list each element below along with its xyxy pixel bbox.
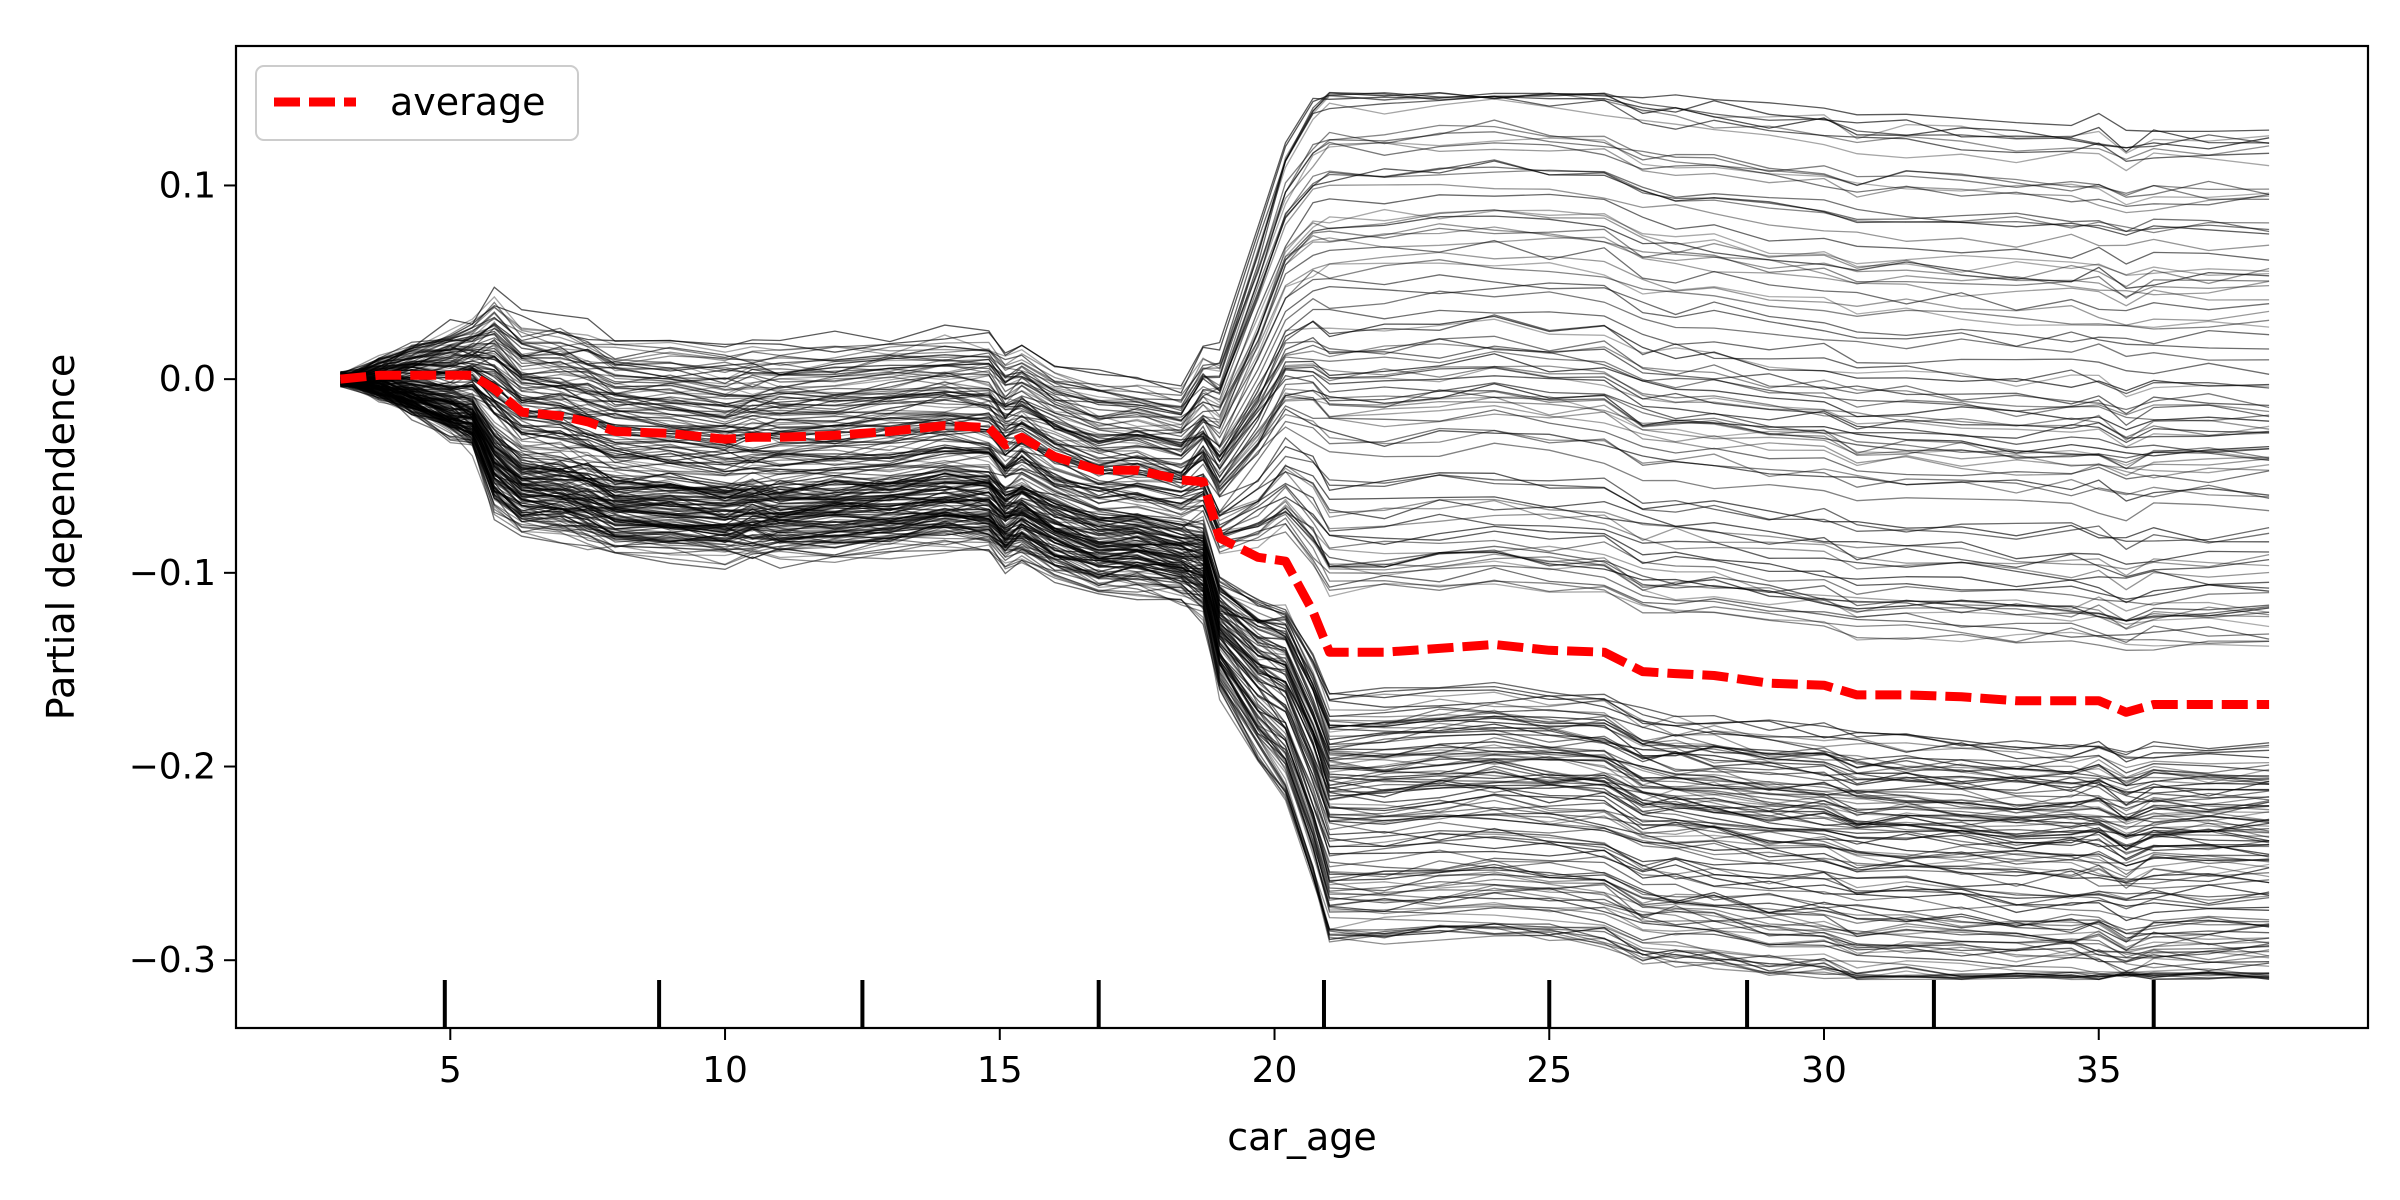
ice-line	[340, 239, 2270, 420]
ice-line	[340, 373, 2270, 979]
plot-frame	[234, 44, 2370, 1030]
ice-line	[340, 262, 2270, 433]
ice-line	[340, 381, 2270, 862]
ice-line	[340, 142, 2270, 404]
average-line-layer	[339, 370, 2270, 717]
x-tick-label: 5	[439, 1050, 462, 1091]
ice-line	[340, 353, 2270, 480]
ice-line	[340, 354, 2270, 463]
ice-line	[340, 315, 2270, 460]
y-tick-label: 0.0	[159, 359, 216, 400]
rug-marks-layer	[442, 980, 2156, 1028]
ice-line	[340, 350, 2270, 467]
legend: average	[255, 65, 579, 141]
ice-line	[340, 314, 2270, 457]
ice-line	[340, 92, 2270, 394]
ice-line	[340, 166, 2270, 422]
ice-line	[340, 373, 2270, 963]
x-tick-label: 20	[1252, 1050, 1298, 1091]
x-tick-label: 15	[977, 1050, 1023, 1091]
x-ticks-layer: 5 10 15 20 25 30 35	[439, 1028, 2122, 1091]
ice-line	[340, 376, 2270, 622]
ice-line	[340, 92, 2270, 387]
legend-average-label: average	[390, 80, 546, 124]
ice-line	[340, 378, 2270, 879]
ice-line	[340, 383, 2270, 753]
ice-line	[340, 350, 2270, 470]
ice-line	[340, 374, 2270, 939]
x-axis-title: car_age	[1227, 1115, 1377, 1159]
y-tick-label: 0.1	[159, 165, 216, 206]
ice-line	[340, 336, 2270, 474]
ice-line	[340, 236, 2270, 422]
ice-line	[340, 259, 2270, 452]
y-ticks-layer: 0.1 0.0 −0.1 −0.2 −0.3	[129, 165, 236, 981]
ice-line	[340, 344, 2270, 449]
ice-line	[340, 209, 2270, 434]
ice-line	[340, 384, 2270, 955]
ice-line	[340, 354, 2270, 458]
ice-line	[340, 376, 2270, 644]
ice-line	[340, 377, 2270, 811]
y-axis-title: Partial dependence	[39, 354, 83, 720]
y-tick-label: −0.3	[129, 940, 216, 981]
ice-line	[340, 91, 2270, 401]
legend-box	[255, 65, 579, 141]
ice-line	[340, 290, 2270, 448]
x-tick-label: 35	[2076, 1050, 2122, 1091]
ice-line	[340, 377, 2270, 980]
ice-line	[340, 367, 2270, 493]
y-tick-label: −0.1	[129, 553, 216, 594]
ice-line	[340, 98, 2270, 393]
ice-line	[340, 376, 2270, 981]
ice-line	[340, 92, 2270, 416]
ice-line	[340, 193, 2270, 432]
ice-line	[340, 141, 2270, 429]
ice-line	[340, 377, 2270, 898]
ice-line	[340, 378, 2270, 821]
x-tick-label: 30	[1801, 1050, 1847, 1091]
ice-line	[340, 379, 2270, 949]
ice-line	[340, 384, 2270, 969]
ice-line	[340, 159, 2270, 412]
average-line	[339, 370, 2270, 717]
ice-line	[340, 381, 2270, 803]
ice-line	[340, 375, 2270, 794]
ice-line	[340, 94, 2270, 408]
ice-line	[340, 375, 2270, 979]
ice-line	[340, 371, 2270, 822]
ice-line	[340, 274, 2270, 438]
ice-line	[340, 375, 2270, 981]
ice-line	[340, 223, 2270, 446]
ice-line	[340, 124, 2270, 410]
ice-line	[340, 160, 2270, 414]
ice-lines-layer	[340, 91, 2270, 981]
x-tick-label: 10	[702, 1050, 748, 1091]
ice-line	[340, 372, 2270, 962]
ice-line	[340, 95, 2270, 416]
x-tick-label: 25	[1526, 1050, 1572, 1091]
ice-line	[340, 368, 2270, 498]
ice-line	[340, 367, 2270, 477]
ice-line	[340, 373, 2270, 958]
y-tick-label: −0.2	[129, 747, 216, 788]
ice-line	[340, 215, 2270, 447]
ice-line	[340, 375, 2270, 630]
ice-line	[340, 183, 2270, 402]
ice-line	[340, 92, 2270, 408]
ice-line	[340, 363, 2270, 522]
